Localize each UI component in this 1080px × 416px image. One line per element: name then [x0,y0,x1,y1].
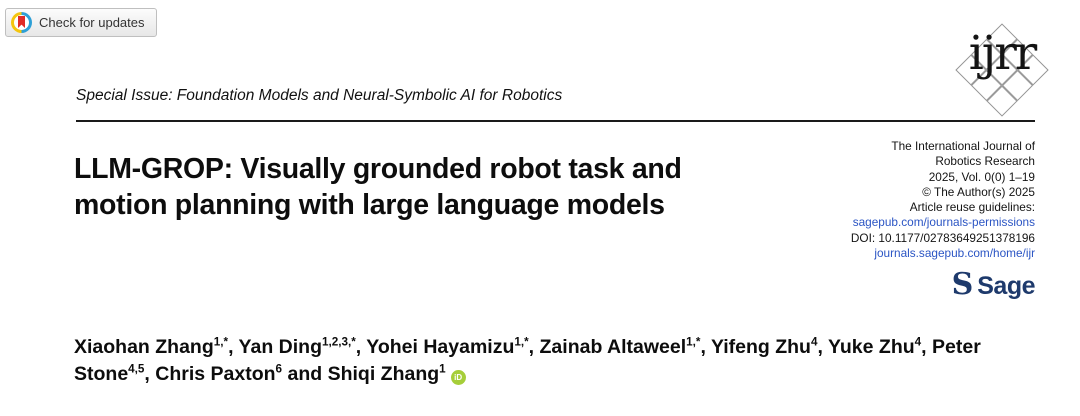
sage-logo[interactable]: S Sage [851,267,1036,303]
author-affiliation-superscript: 1 [439,362,446,376]
check-updates-label: Check for updates [39,15,145,30]
author-name: Yuke Zhu4 [827,335,922,358]
authors-line: Xiaohan Zhang1,*, Yan Ding1,2,3,*, Yohei… [74,335,981,385]
orcid-icon[interactable]: iD [450,370,466,385]
check-for-updates-badge[interactable]: Check for updates [5,8,157,37]
author-name: Shiqi Zhang1iD [328,363,466,385]
author-name: Chris Paxton6 [155,362,283,385]
author-name: Yohei Hayamizu1,* [366,335,529,358]
ijrr-logo: ijrr [950,22,1054,118]
author-name: Zainab Altaweel1,* [539,335,701,358]
journal-info-line: DOI: 10.1177/02783649251378196 [850,230,1035,245]
ijrr-logo-text: ijrr [968,26,1038,81]
journal-link[interactable]: sagepub.com/journals-permissions [852,215,1035,230]
sage-logo-s: S [951,267,974,303]
paper-title: LLM-GROP: Visually grounded robot task a… [74,153,682,221]
sage-logo-word: Sage [977,272,1035,301]
journal-info-block: The International Journal of Robotics Res… [851,139,1036,303]
journal-info-line: © The Author(s) 2025 [922,184,1035,199]
author-affiliation-superscript: 1,2,3,* [321,335,356,349]
author-name: Yifeng Zhu4 [710,335,818,358]
journal-info-line: The International Journal of [891,139,1035,153]
journal-link[interactable]: journals.sagepub.com/home/ijr [874,246,1035,261]
author-affiliation-superscript: 1,* [686,335,701,349]
journal-info-line: Robotics Research [935,154,1035,169]
author-name: Yan Ding1,2,3,* [238,335,356,358]
crossmark-icon [11,12,32,33]
journal-lines: The International Journal of Robotics Res… [851,139,1035,261]
author-affiliation-superscript: 1,* [514,335,529,349]
author-affiliation-superscript: 6 [275,362,283,376]
author-affiliation-superscript: 1,* [213,335,229,349]
journal-info-line: Article reuse guidelines: [909,200,1035,215]
special-issue-heading: Special Issue: Foundation Models and Neu… [76,87,563,104]
header-divider-rule [76,120,1035,122]
author-name: Xiaohan Zhang1,* [74,335,229,358]
author-name: Peter Stone4,5 [74,336,981,385]
journal-info-line: 2025, Vol. 0(0) 1–19 [928,169,1035,184]
author-affiliation-superscript: 4 [914,335,922,349]
author-affiliation-superscript: 4 [810,335,818,349]
author-affiliation-superscript: 4,5 [128,362,145,376]
